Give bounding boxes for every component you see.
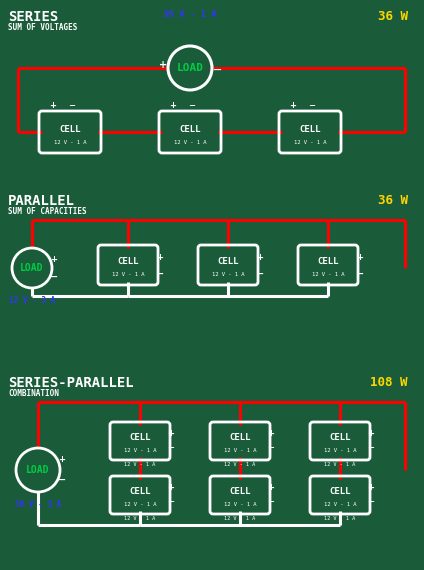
Text: 36 W: 36 W	[378, 194, 408, 207]
Text: +: +	[268, 430, 274, 438]
Text: +: +	[257, 253, 263, 262]
Text: +: +	[290, 101, 296, 111]
Text: LOAD: LOAD	[26, 465, 50, 475]
Text: −: −	[368, 498, 374, 507]
Text: 12 V - 1 A: 12 V - 1 A	[112, 272, 144, 278]
Text: 12 V - 1 A: 12 V - 1 A	[224, 449, 256, 454]
Text: −: −	[309, 101, 315, 111]
Text: +: +	[170, 101, 176, 111]
Text: 12 V - 1 A: 12 V - 1 A	[124, 516, 156, 522]
Text: CELL: CELL	[229, 434, 251, 442]
Text: −: −	[356, 269, 364, 279]
Text: LOAD: LOAD	[20, 263, 44, 273]
Text: LOAD: LOAD	[176, 63, 204, 73]
Text: CELL: CELL	[329, 487, 351, 496]
Text: +: +	[50, 101, 56, 111]
Text: 12 V - 1 A: 12 V - 1 A	[324, 449, 356, 454]
Text: −: −	[50, 272, 58, 282]
Text: SERIES-PARALLEL: SERIES-PARALLEL	[8, 376, 134, 390]
Text: −: −	[189, 101, 195, 111]
Text: −: −	[268, 443, 274, 453]
Text: 36 V - 1 A: 36 V - 1 A	[163, 10, 217, 19]
Text: CELL: CELL	[129, 487, 151, 496]
Text: CELL: CELL	[179, 124, 201, 133]
Text: +: +	[167, 430, 175, 438]
Text: 12 V - 1 A: 12 V - 1 A	[54, 140, 86, 145]
Text: +: +	[156, 253, 164, 262]
Text: 36 V - 3 A: 36 V - 3 A	[15, 500, 61, 509]
Text: SERIES: SERIES	[8, 10, 58, 24]
Text: +: +	[357, 253, 363, 262]
Text: 36 W: 36 W	[378, 10, 408, 23]
Text: CELL: CELL	[59, 124, 81, 133]
Text: SUM OF VOLTAGES: SUM OF VOLTAGES	[8, 23, 77, 32]
Text: −: −	[167, 498, 175, 507]
Text: CELL: CELL	[299, 124, 321, 133]
Text: 12 V - 1 A: 12 V - 1 A	[294, 140, 326, 145]
Text: 108 W: 108 W	[371, 376, 408, 389]
Text: 12 V - 1 A: 12 V - 1 A	[324, 516, 356, 522]
Text: SUM OF CAPACITIES: SUM OF CAPACITIES	[8, 207, 86, 216]
Text: CELL: CELL	[229, 487, 251, 496]
Text: 12 V - 1 A: 12 V - 1 A	[224, 462, 256, 467]
Text: CELL: CELL	[129, 434, 151, 442]
Text: 12 V - 1 A: 12 V - 1 A	[324, 462, 356, 467]
Text: 12 V - 1 A: 12 V - 1 A	[224, 516, 256, 522]
Text: +: +	[368, 430, 374, 438]
Text: +: +	[59, 455, 65, 465]
Text: +: +	[50, 255, 58, 264]
Text: 12 V - 1 A: 12 V - 1 A	[174, 140, 206, 145]
Text: +: +	[167, 483, 175, 492]
Text: 12 V - 1 A: 12 V - 1 A	[124, 449, 156, 454]
Text: −: −	[268, 498, 274, 507]
Text: 12 V - 1 A: 12 V - 1 A	[124, 462, 156, 467]
Text: +: +	[159, 60, 167, 70]
Text: −: −	[156, 269, 164, 279]
Text: COMBINATION: COMBINATION	[8, 389, 59, 398]
Text: 12 V - 3 A: 12 V - 3 A	[9, 296, 55, 305]
Text: +: +	[268, 483, 274, 492]
Text: −: −	[368, 443, 374, 453]
Text: −: −	[213, 65, 223, 75]
Text: CELL: CELL	[329, 434, 351, 442]
Text: CELL: CELL	[217, 258, 239, 267]
Text: CELL: CELL	[117, 258, 139, 267]
Text: 12 V - 1 A: 12 V - 1 A	[324, 503, 356, 507]
Text: 12 V - 1 A: 12 V - 1 A	[224, 503, 256, 507]
Text: CELL: CELL	[317, 258, 339, 267]
Text: −: −	[58, 475, 66, 485]
Text: +: +	[368, 483, 374, 492]
Text: −: −	[167, 443, 175, 453]
Text: 12 V - 1 A: 12 V - 1 A	[312, 272, 344, 278]
Text: −: −	[256, 269, 264, 279]
Text: PARALLEL: PARALLEL	[8, 194, 75, 208]
Text: 12 V - 1 A: 12 V - 1 A	[124, 503, 156, 507]
Text: 12 V - 1 A: 12 V - 1 A	[212, 272, 244, 278]
Text: −: −	[69, 101, 75, 111]
